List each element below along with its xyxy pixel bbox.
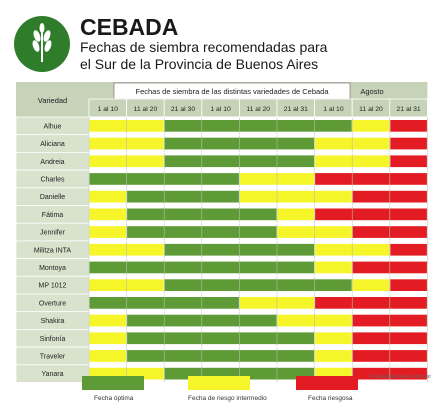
variety-label: Shakira	[41, 318, 65, 325]
bar-optima	[127, 332, 315, 345]
bar-riesgosa	[390, 279, 427, 291]
barley-icon	[32, 23, 52, 62]
period-header-label: 1 al 10	[98, 106, 119, 113]
credit-text: © CebadaCervecera.com.ar	[368, 374, 431, 380]
bar-riesgo-intermedio	[89, 190, 127, 203]
legend-label-optima: Fecha óptima	[94, 395, 134, 402]
legend-swatch-riesgo-intermedio	[188, 376, 250, 390]
variety-label: MP 1012	[39, 283, 67, 290]
legend-label-riesgosa: Fecha riesgosa	[308, 395, 353, 402]
period-header-label: 21 al 30	[171, 106, 195, 113]
page-title: CEBADA	[80, 14, 179, 40]
legend-swatch-optima	[82, 376, 144, 390]
bar-riesgo-intermedio	[89, 332, 127, 345]
bar-optima	[127, 190, 239, 203]
bar-riesgo-intermedio	[315, 332, 352, 345]
bar-riesgo-intermedio	[315, 350, 352, 362]
bar-riesgo-intermedio	[352, 120, 390, 132]
bar-riesgosa	[390, 137, 427, 150]
bar-optima	[164, 120, 352, 132]
bar-riesgo-intermedio	[89, 208, 127, 221]
page-subtitle: Fechas de siembra recomendadas para el S…	[80, 39, 328, 72]
variety-label: Alhue	[44, 123, 62, 130]
bar-riesgo-intermedio	[277, 208, 315, 221]
variety-label: Yanara	[41, 371, 63, 378]
period-header-label: 21 al 31	[397, 106, 421, 113]
bar-riesgosa	[315, 173, 427, 185]
period-header-label: 1 al 10	[323, 106, 344, 113]
bar-optima	[164, 279, 352, 291]
table-title: Fechas de siembra de las distintas varie…	[135, 87, 329, 96]
period-header-label: 11 al 20	[246, 106, 270, 113]
variety-label: Traveler	[40, 353, 66, 360]
bar-riesgosa	[390, 120, 427, 132]
bar-riesgo-intermedio	[89, 314, 127, 327]
bar-riesgosa	[315, 208, 427, 221]
period-header-label: 11 al 20	[359, 106, 383, 113]
variety-label: Fátima	[42, 212, 64, 219]
month-header-agosto: Agosto	[360, 87, 383, 96]
bar-riesgo-intermedio	[315, 261, 352, 274]
bar-riesgo-intermedio	[315, 367, 352, 380]
variety-label: Charles	[40, 176, 65, 183]
variety-label: Jennifer	[40, 230, 66, 237]
bar-riesgosa	[315, 297, 427, 309]
bar-optima	[127, 350, 315, 362]
bar-riesgo-intermedio	[239, 190, 352, 203]
barley-logo	[14, 16, 70, 72]
bar-riesgo-intermedio	[352, 279, 390, 291]
legend-label-riesgo-intermedio: Fecha de riesgo intermedio	[188, 395, 267, 402]
bar-riesgosa	[390, 243, 427, 256]
period-header-label: 11 al 20	[134, 106, 158, 113]
variety-label: Sinfonía	[40, 336, 66, 343]
variety-label: Overture	[39, 300, 66, 307]
bar-riesgo-intermedio	[89, 350, 127, 362]
period-header-label: 21 al 31	[284, 106, 308, 113]
variety-label: Militza INTA	[34, 247, 72, 254]
period-header-label: 1 al 10	[210, 106, 231, 113]
variety-label: Montoya	[39, 265, 66, 272]
variety-label: Andreia	[40, 159, 64, 166]
bar-riesgo-intermedio	[89, 226, 127, 238]
legend-swatch-riesgosa	[296, 376, 358, 390]
variety-label: Danielle	[40, 194, 65, 201]
variety-label: Aliciana	[40, 141, 65, 148]
bar-riesgosa	[390, 155, 427, 168]
row-header-label: Variedad	[38, 96, 67, 105]
